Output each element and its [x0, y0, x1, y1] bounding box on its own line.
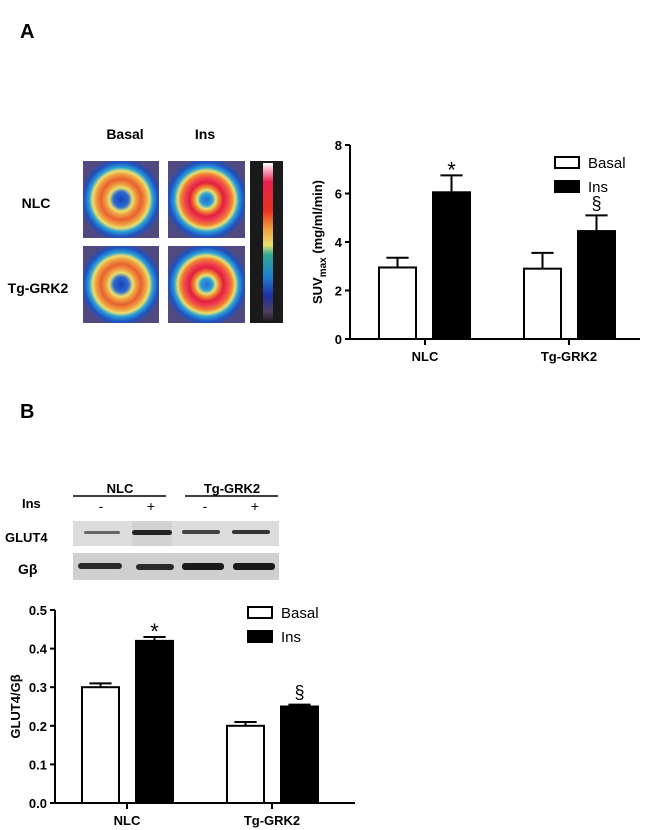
y-axis-label-main: SUV	[310, 277, 325, 304]
bar-basal-nlc	[81, 686, 120, 805]
legend-swatch-basal	[247, 606, 273, 619]
western-blot-glut4	[73, 521, 279, 546]
row-label-nlc: NLC	[22, 195, 51, 211]
y-tick-label: 6	[335, 187, 342, 202]
chart-suv-max: 0 2 4 6 8 NLC Tg-GRK2 * § Basal Ins SUVmax (mg/ml/m…	[310, 138, 640, 364]
legend-label-ins: Ins	[281, 629, 301, 646]
y-tick-label: 4	[335, 235, 343, 250]
bar-ins-tg-grk2	[577, 230, 616, 340]
legend-swatch-basal	[554, 156, 580, 169]
panel-a-label: A	[20, 21, 34, 43]
bar-basal-tg-grk2	[523, 267, 562, 340]
legend-swatch-ins	[247, 630, 273, 643]
y-tick-label: 0	[335, 332, 342, 347]
bar-ins-nlc	[135, 639, 174, 804]
significance-marker: §	[591, 193, 601, 213]
pet-image-tg-grk2-basal	[83, 246, 159, 323]
lane-label: +	[147, 498, 155, 514]
y-tick-label: 0.2	[29, 719, 47, 734]
blot-row-label-gbeta: Gβ	[18, 561, 38, 577]
y-axis-label: SUVmax (mg/ml/min)	[310, 180, 329, 304]
panel-b-label: B	[20, 401, 34, 423]
bar-ins-nlc	[432, 191, 471, 340]
legend-swatch-ins	[554, 180, 580, 193]
lane-label: -	[203, 498, 208, 514]
y-axis-label-subscript: max	[318, 257, 329, 277]
x-tick-label: NLC	[412, 349, 439, 364]
y-axis-label: GLUT4/Gβ	[8, 674, 23, 738]
x-tick-label: NLC	[114, 813, 141, 828]
y-axis-label-units: (mg/ml/min)	[310, 180, 325, 257]
lane-label: -	[99, 498, 104, 514]
blot-group-nlc: NLC	[107, 481, 134, 496]
y-tick-label: 2	[335, 284, 342, 299]
pet-image-nlc-ins	[168, 161, 245, 238]
row-label-tg-grk2: Tg-GRK2	[8, 280, 69, 296]
x-tick-label: Tg-GRK2	[541, 349, 597, 364]
blot-ins-label: Ins	[22, 496, 41, 511]
y-axis-label-main: GLUT4/Gβ	[8, 674, 23, 738]
y-tick-label: 0.4	[29, 642, 48, 657]
legend-label-basal: Basal	[281, 605, 319, 622]
significance-marker: §	[294, 683, 304, 703]
y-tick-label: 0.5	[29, 603, 47, 618]
significance-marker: *	[447, 157, 456, 182]
bar-basal-tg-grk2	[226, 724, 265, 804]
color-scale-bar	[250, 161, 283, 323]
legend-label-basal: Basal	[588, 155, 626, 172]
y-tick-label: 0.3	[29, 680, 47, 695]
y-tick-label: 0.1	[29, 757, 47, 772]
x-tick-label: Tg-GRK2	[244, 813, 300, 828]
bar-basal-nlc	[378, 266, 417, 340]
y-tick-label: 0.0	[29, 796, 47, 811]
blot-group-tg-grk2: Tg-GRK2	[204, 481, 260, 496]
pet-image-tg-grk2-ins	[168, 246, 245, 323]
column-label-basal: Basal	[106, 126, 143, 142]
bar-ins-tg-grk2	[280, 705, 319, 804]
column-label-ins: Ins	[195, 126, 215, 142]
pet-image-nlc-basal	[83, 161, 159, 238]
legend-label-ins: Ins	[588, 179, 608, 196]
blot-row-label-glut4: GLUT4	[5, 530, 48, 545]
significance-marker: *	[150, 619, 159, 644]
chart-glut4-gbeta: 0.0 0.1 0.2 0.3 0.4 0.5 NLC Tg-GRK2 * § Basal Ins GL…	[8, 603, 355, 828]
western-blot-gbeta	[73, 553, 279, 580]
y-tick-label: 8	[335, 138, 342, 153]
lane-label: +	[251, 498, 259, 514]
